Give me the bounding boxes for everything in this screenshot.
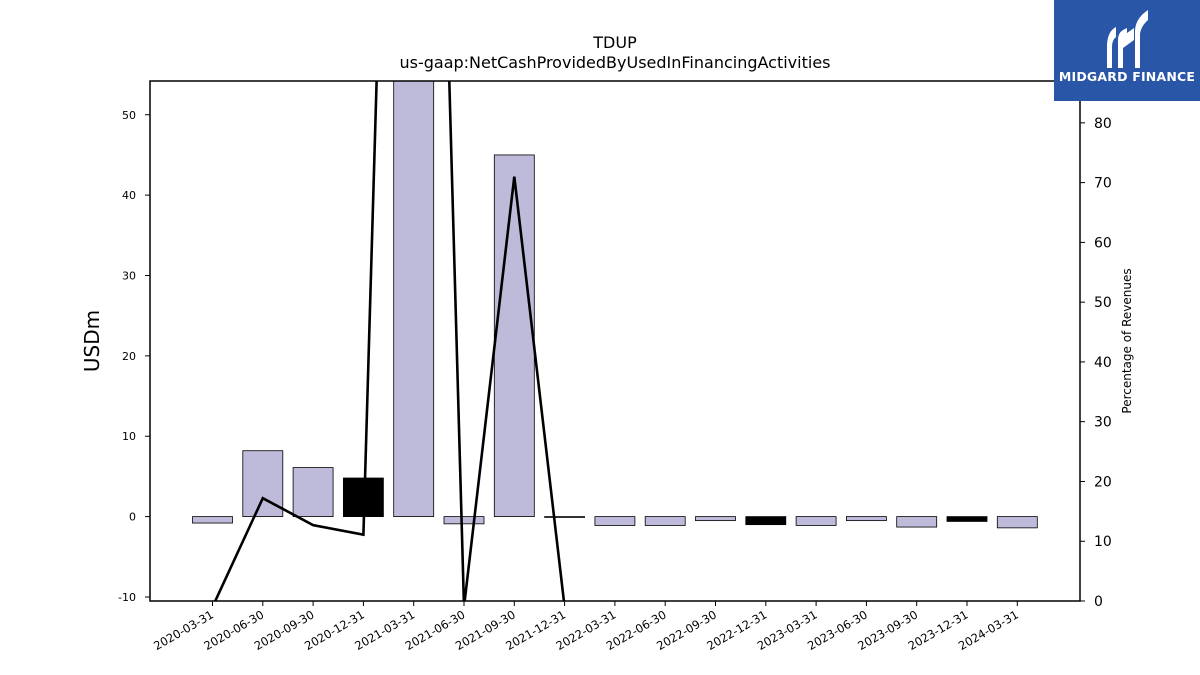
y-tick-label: 30 [122,269,136,282]
y2-tick-label: 10 [1094,534,1112,550]
y2-tick-label: 60 [1094,235,1112,251]
bar [594,516,636,526]
bar [795,516,837,526]
plot-area [192,81,1038,601]
y-axis-label: USDm [80,310,104,372]
y-tick-label: 0 [129,511,136,524]
y-tick-label: 20 [122,350,136,363]
series-line [213,81,566,601]
chart-title: TDUP [592,33,637,52]
y-tick-label: 40 [122,189,136,202]
y2-axis-label: Percentage of Revenues [1120,268,1134,413]
logo-text: MIDGARD FINANCE [1058,69,1196,84]
bar [292,467,334,518]
bar [493,154,535,518]
y2-tick-label: 50 [1094,295,1112,311]
bar [846,516,887,522]
bar [745,516,787,526]
y2-tick-label: 20 [1094,474,1112,490]
bar [192,516,233,524]
midgard-finance-logo: MIDGARD FINANCE [1054,0,1200,101]
bar [544,516,585,518]
y-tick-label: 50 [122,109,136,122]
logo-mark-icon [1107,10,1148,68]
bar [896,516,938,528]
y2-tick-label: 80 [1094,116,1112,132]
y-tick-label: -10 [118,591,136,604]
bar [443,516,485,525]
bar [393,81,435,518]
bar [946,516,988,522]
y2-tick-label: 30 [1094,415,1112,431]
y2-tick-label: 0 [1094,594,1103,610]
bar [644,516,686,526]
y2-tick-label: 40 [1094,355,1112,371]
chart-subtitle: us-gaap:NetCashProvidedByUsedInFinancing… [399,53,830,72]
y2-tick-label: 70 [1094,176,1112,192]
bar [996,516,1038,529]
y-tick-label: 10 [122,430,136,443]
bar [695,516,736,522]
